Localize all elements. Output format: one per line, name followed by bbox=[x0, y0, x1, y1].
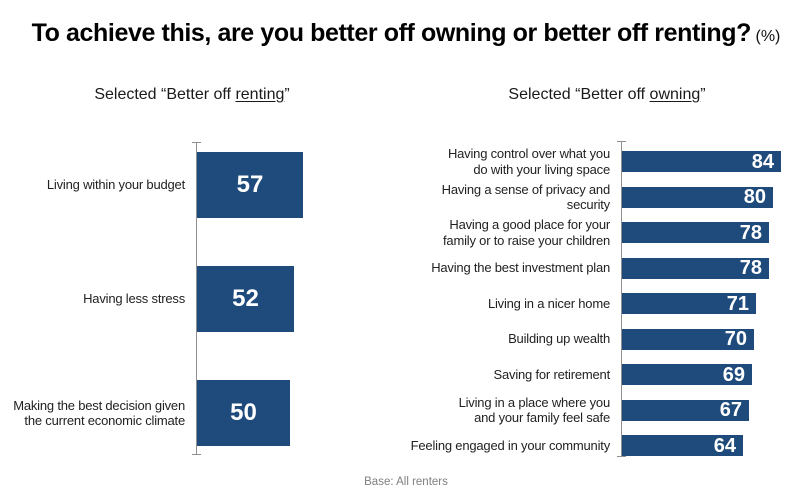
category-label-text: Living in a nicer home bbox=[487, 295, 610, 311]
base-footnote: Base: All renters bbox=[364, 476, 448, 488]
bar: 67 bbox=[622, 399, 749, 421]
renting-chart-subtitle: Selected “Better off renting” bbox=[0, 86, 384, 104]
renting-chart-rows: Living within your budget 57 Having less s… bbox=[0, 152, 303, 494]
category-label: Living in a nicer home bbox=[402, 296, 622, 311]
bar-value-label: 57 bbox=[236, 171, 264, 198]
subtitle-underlined-word: owning bbox=[649, 86, 701, 103]
bar-row: Living in a place where you and your fam… bbox=[402, 395, 781, 425]
subtitle-underlined-word: renting bbox=[235, 86, 285, 103]
bar-value-label: 69 bbox=[722, 363, 745, 386]
category-label: Making the best decision given the curre… bbox=[0, 398, 197, 429]
owning-chart-baseline-axis bbox=[617, 141, 626, 457]
category-label-text: Having less stress bbox=[83, 291, 185, 307]
category-label-text: Living in a place where you and your fam… bbox=[458, 394, 611, 425]
subtitle-suffix: ” bbox=[700, 86, 706, 103]
title-text: To achieve this, are you better off owni… bbox=[31, 19, 752, 47]
category-label: Building up wealth bbox=[402, 331, 622, 346]
category-label-text: Saving for retirement bbox=[493, 366, 611, 382]
bar-value-label: 78 bbox=[739, 221, 762, 244]
subtitle-prefix: Selected “Better off bbox=[508, 86, 650, 103]
category-label: Having a sense of privacy and security bbox=[402, 182, 622, 213]
category-label-text: Having a sense of privacy and security bbox=[441, 181, 611, 212]
bar-value-label: 70 bbox=[724, 328, 747, 350]
bar-row: Saving for retirement 69 bbox=[402, 364, 781, 385]
bar: 71 bbox=[622, 293, 756, 314]
bar: 57 bbox=[197, 152, 303, 218]
bar: 84 bbox=[622, 151, 781, 172]
bar: 50 bbox=[197, 380, 290, 446]
category-label: Feeling engaged in your community bbox=[402, 438, 622, 453]
bar: 80 bbox=[622, 186, 773, 208]
category-label: Living within your budget bbox=[0, 177, 197, 192]
bar-row: Having a good place for your family or t… bbox=[402, 217, 781, 248]
category-label-text: Making the best decision given the curre… bbox=[13, 397, 185, 428]
page-title: To achieve this, are you better off owni… bbox=[0, 19, 812, 48]
bar-row: Having a sense of privacy and security 80 bbox=[402, 182, 781, 212]
bar-row: Living within your budget 57 bbox=[0, 152, 303, 218]
subtitle-suffix: ” bbox=[284, 86, 290, 103]
bar-row: Feeling engaged in your community 64 bbox=[402, 435, 781, 456]
bar: 52 bbox=[197, 266, 294, 332]
bar-value-label: 64 bbox=[713, 434, 736, 457]
bar-value-label: 52 bbox=[232, 285, 259, 312]
bar-value-label: 50 bbox=[230, 399, 257, 426]
bar: 70 bbox=[622, 328, 754, 350]
category-label: Having a good place for your family or t… bbox=[402, 217, 622, 248]
category-label-text: Living within your budget bbox=[46, 177, 185, 193]
owning-chart-subtitle: Selected “Better off owning” bbox=[402, 86, 812, 104]
bar-row: Having control over what you do with you… bbox=[402, 146, 781, 177]
category-label: Having the best investment plan bbox=[402, 260, 622, 275]
bar-row: Making the best decision given the curre… bbox=[0, 380, 303, 446]
owning-chart-rows: Having control over what you do with you… bbox=[402, 146, 781, 471]
bar: 69 bbox=[622, 364, 752, 385]
subtitle-prefix: Selected “Better off bbox=[94, 86, 236, 103]
bar-value-label: 78 bbox=[739, 257, 762, 279]
category-label: Having control over what you do with you… bbox=[402, 146, 622, 177]
bar: 64 bbox=[622, 435, 743, 456]
category-label: Saving for retirement bbox=[402, 367, 622, 382]
renting-chart: Selected “Better off renting” Living wit… bbox=[0, 86, 384, 472]
category-label-text: Feeling engaged in your community bbox=[410, 437, 611, 453]
bar-row: Having less stress 52 bbox=[0, 266, 303, 332]
bar: 78 bbox=[622, 257, 769, 279]
category-label: Having less stress bbox=[0, 291, 197, 306]
bar-value-label: 80 bbox=[743, 186, 766, 208]
bar: 78 bbox=[622, 222, 769, 243]
bar-value-label: 71 bbox=[726, 292, 749, 315]
category-label-text: Building up wealth bbox=[508, 331, 610, 347]
category-label-text: Having control over what you do with you… bbox=[447, 146, 610, 177]
bar-row: Having the best investment plan 78 bbox=[402, 257, 781, 279]
category-label: Living in a place where you and your fam… bbox=[402, 395, 622, 426]
owning-chart: Selected “Better off owning” Having cont… bbox=[402, 86, 812, 472]
renting-chart-baseline-axis bbox=[192, 142, 201, 455]
category-label-text: Having the best investment plan bbox=[431, 260, 610, 276]
title-percent-suffix: (%) bbox=[755, 28, 781, 45]
bar-value-label: 67 bbox=[719, 399, 742, 421]
bar-value-label: 84 bbox=[751, 150, 774, 173]
category-label-text: Having a good place for your family or t… bbox=[443, 217, 610, 248]
bar-row: Living in a nicer home 71 bbox=[402, 293, 781, 314]
bar-row: Building up wealth 70 bbox=[402, 328, 781, 350]
